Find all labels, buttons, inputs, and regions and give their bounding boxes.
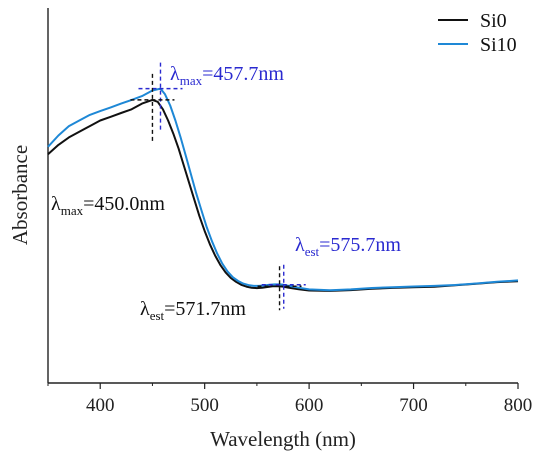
x-tick-label: 700 bbox=[399, 395, 428, 416]
legend-label-si0: Si0 bbox=[480, 10, 507, 32]
x-tick-label: 400 bbox=[86, 395, 115, 416]
x-tick-label: 800 bbox=[504, 395, 533, 416]
legend: Si0 Si10 bbox=[438, 10, 517, 56]
x-tick-label: 600 bbox=[295, 395, 324, 416]
x-axis-title: Wavelength (nm) bbox=[210, 427, 356, 451]
series-line-si10 bbox=[47, 87, 519, 292]
annotation-markers bbox=[130, 62, 306, 311]
annotation-si0-max: λmax=450.0nm bbox=[51, 193, 165, 218]
y-axis-title: Absorbance bbox=[8, 145, 32, 245]
annotation-si10-max: λmax=457.7nm bbox=[170, 63, 284, 88]
annotation-si0-est: λest=571.7nm bbox=[140, 298, 246, 323]
x-ticks: 400 500 600 700 800 bbox=[47, 383, 533, 416]
annotation-si10-est: λest=575.7nm bbox=[295, 234, 401, 259]
x-tick-label: 500 bbox=[190, 395, 219, 416]
legend-label-si10: Si10 bbox=[480, 34, 517, 56]
series-layer bbox=[47, 87, 519, 292]
